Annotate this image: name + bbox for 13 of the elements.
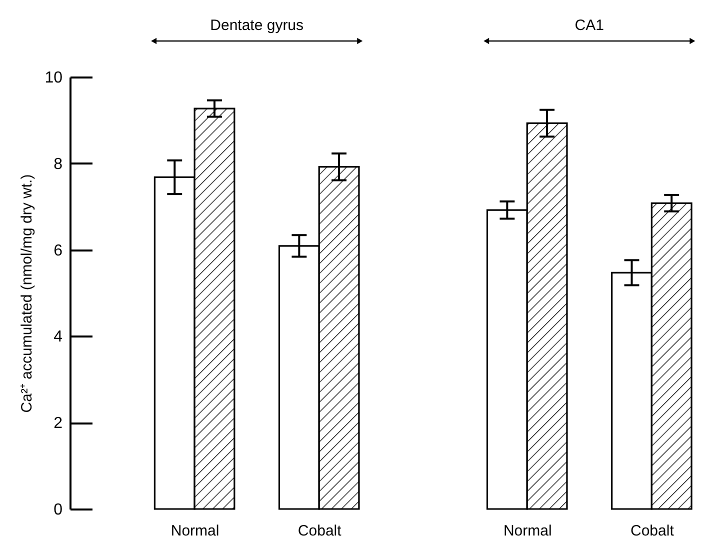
x-tick-label: Normal xyxy=(170,522,220,540)
y-tick-label: 8 xyxy=(54,156,63,173)
y-axis-title: Ca²⁺ accumulated (nmol/mg dry wt.) xyxy=(18,174,36,413)
y-tick-label: 2 xyxy=(54,415,63,432)
x-tick-label: Cobalt xyxy=(298,522,342,540)
y-tick-label: 6 xyxy=(54,242,63,260)
x-tick-label: Normal xyxy=(503,522,552,540)
y-tick-label: 10 xyxy=(44,70,63,86)
x-tick-label: Cobalt xyxy=(630,522,675,540)
text: Dentate gyrus xyxy=(210,17,304,34)
text: CA1 xyxy=(574,17,604,34)
y-tick-label: 4 xyxy=(54,328,63,346)
y-tick-label: 0 xyxy=(54,502,63,518)
